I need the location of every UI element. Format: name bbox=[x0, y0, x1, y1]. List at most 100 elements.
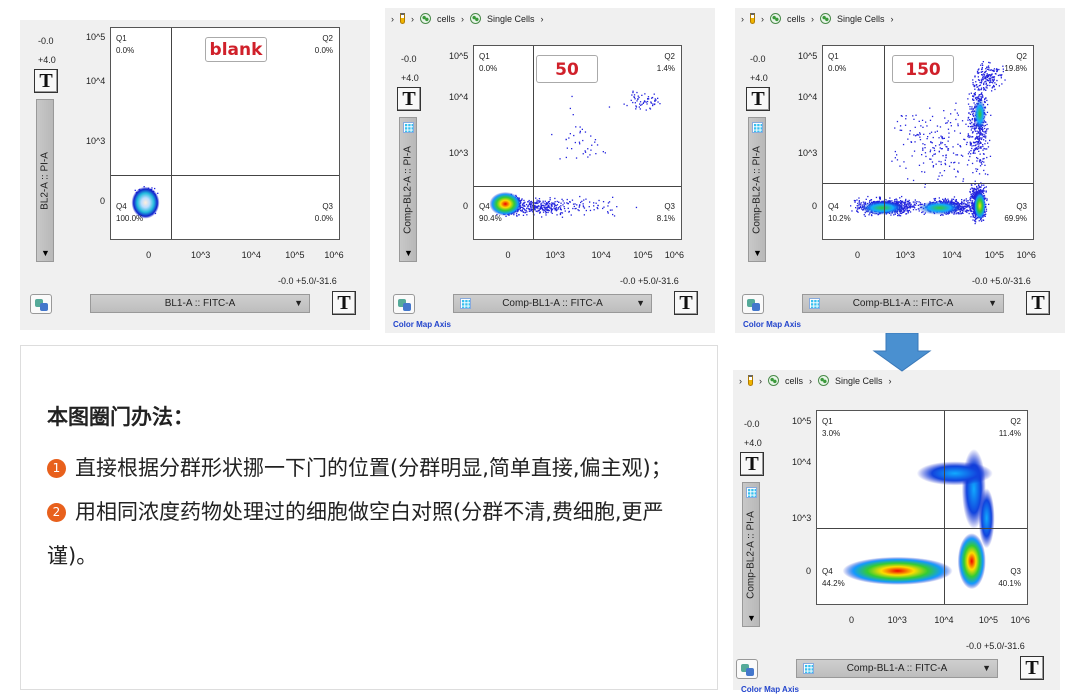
chevron-right-icon[interactable]: › bbox=[759, 375, 762, 386]
layers-icon[interactable] bbox=[742, 294, 764, 314]
chevron-right-icon[interactable]: › bbox=[809, 375, 813, 386]
density-hotspot bbox=[860, 200, 905, 215]
x-axis-transform-button[interactable]: T bbox=[332, 291, 356, 315]
event-dot bbox=[970, 143, 972, 145]
x-parameter-dropdown[interactable]: Comp-BL1-A :: FITC-A ▼ bbox=[802, 294, 1004, 313]
layers-icon[interactable] bbox=[30, 294, 52, 314]
x-axis-transform-button[interactable]: T bbox=[674, 291, 698, 315]
event-dot bbox=[530, 200, 533, 203]
event-dot bbox=[991, 69, 994, 72]
chevron-right-icon[interactable]: › bbox=[741, 13, 744, 24]
event-dot bbox=[969, 113, 972, 115]
layers-icon[interactable] bbox=[393, 294, 415, 314]
quadrant-gate-horizontal[interactable] bbox=[823, 182, 1033, 184]
event-dot bbox=[908, 206, 911, 208]
event-dot bbox=[579, 130, 581, 132]
y-parameter-dropdown[interactable]: Comp-BL2-A :: PI-A ▼ bbox=[748, 117, 766, 262]
x-parameter-dropdown[interactable]: Comp-BL1-A :: FITC-A ▼ bbox=[796, 659, 998, 678]
y-axis-transform-button[interactable]: T bbox=[34, 69, 58, 93]
breadcrumb-item[interactable]: Single Cells bbox=[487, 13, 535, 24]
tube-icon[interactable] bbox=[748, 375, 753, 386]
event-dot bbox=[981, 191, 984, 193]
event-dot bbox=[978, 95, 980, 97]
event-dot bbox=[929, 107, 931, 109]
breadcrumb-item[interactable]: cells bbox=[437, 13, 456, 24]
color-map-axis-link[interactable]: Color Map Axis bbox=[393, 320, 451, 329]
event-dot bbox=[984, 121, 986, 123]
y-axis-transform-button[interactable]: T bbox=[397, 87, 421, 111]
color-map-grid-icon[interactable] bbox=[403, 122, 414, 133]
event-dot bbox=[967, 125, 969, 128]
quadrant-gate-horizontal[interactable] bbox=[474, 186, 681, 188]
y-axis-transform-button[interactable]: T bbox=[740, 452, 764, 476]
quadrant-gate-horizontal[interactable] bbox=[111, 174, 339, 176]
quadrant-gate-vertical[interactable] bbox=[532, 46, 534, 239]
event-dot bbox=[534, 201, 536, 204]
chevron-right-icon[interactable]: › bbox=[540, 13, 544, 24]
y-parameter-dropdown[interactable]: Comp-BL2-A :: PI-A ▼ bbox=[399, 117, 417, 262]
event-dot bbox=[977, 145, 979, 148]
color-map-grid-icon[interactable] bbox=[746, 487, 757, 498]
chevron-right-icon[interactable]: › bbox=[461, 13, 465, 24]
chevron-right-icon[interactable]: › bbox=[888, 375, 892, 386]
chevron-right-icon[interactable]: › bbox=[739, 375, 742, 386]
breadcrumb-item[interactable]: Single Cells bbox=[835, 375, 883, 386]
chevron-right-icon[interactable]: › bbox=[811, 13, 815, 24]
breadcrumb-item[interactable]: Single Cells bbox=[837, 13, 885, 24]
event-dot bbox=[953, 196, 956, 198]
color-map-grid-icon[interactable] bbox=[460, 298, 471, 309]
event-dot bbox=[534, 209, 536, 211]
quadrant-gate-horizontal[interactable] bbox=[817, 528, 1027, 529]
chevron-right-icon[interactable]: › bbox=[890, 13, 894, 24]
event-dot bbox=[975, 188, 977, 191]
x-parameter-dropdown[interactable]: Comp-BL1-A :: FITC-A ▼ bbox=[453, 294, 652, 313]
event-dot bbox=[959, 211, 961, 213]
breadcrumb-item[interactable]: cells bbox=[785, 375, 804, 386]
scatter-plot[interactable]: Q1 0.0% Q2 0.0% Q4 100.0% Q3 0.0% bbox=[110, 27, 340, 240]
chevron-right-icon[interactable]: › bbox=[411, 13, 414, 24]
y-parameter-dropdown[interactable]: Comp-BL2-A :: PI-A ▼ bbox=[742, 482, 760, 627]
event-dot bbox=[966, 141, 968, 144]
event-dot bbox=[538, 198, 541, 200]
color-map-grid-icon[interactable] bbox=[752, 122, 763, 133]
event-dot bbox=[630, 99, 632, 101]
layers-icon[interactable] bbox=[736, 659, 758, 679]
color-map-axis-link[interactable]: Color Map Axis bbox=[741, 685, 799, 694]
chevron-right-icon[interactable]: › bbox=[391, 13, 394, 24]
color-map-axis-link[interactable]: Color Map Axis bbox=[743, 320, 801, 329]
event-dot bbox=[939, 172, 941, 174]
method-text: 直接根据分群形状挪一下门的位置(分群明显,简单直接,偏主观)； bbox=[75, 456, 672, 480]
color-map-grid-icon[interactable] bbox=[809, 298, 820, 309]
y-parameter-dropdown[interactable]: BL2-A :: PI-A ▼ bbox=[36, 99, 54, 262]
quadrant-gate-vertical[interactable] bbox=[944, 411, 946, 604]
event-dot bbox=[983, 77, 986, 79]
event-dot bbox=[957, 212, 960, 214]
quadrant-gate-vertical[interactable] bbox=[170, 28, 172, 239]
color-map-grid-icon[interactable] bbox=[803, 663, 814, 674]
event-dot bbox=[960, 202, 962, 205]
event-dot bbox=[974, 183, 976, 186]
event-dot bbox=[996, 69, 999, 71]
x-axis-transform-button[interactable]: T bbox=[1026, 291, 1050, 315]
event-dot bbox=[967, 103, 970, 105]
x-axis-transform-button[interactable]: T bbox=[1020, 656, 1044, 680]
event-dot bbox=[582, 203, 584, 205]
scatter-plot[interactable]: Q1 3.0% Q2 11.4% Q4 44.2% Q3 40.1% bbox=[816, 410, 1028, 605]
event-dot bbox=[977, 79, 980, 81]
quadrant-q2-stat: Q2 1.4% bbox=[657, 51, 675, 75]
event-dot bbox=[918, 134, 920, 136]
x-parameter-dropdown[interactable]: BL1-A :: FITC-A ▼ bbox=[90, 294, 310, 313]
tube-icon[interactable] bbox=[400, 13, 405, 24]
event-dot bbox=[983, 139, 985, 141]
breadcrumb-item[interactable]: cells bbox=[787, 13, 806, 24]
event-dot bbox=[994, 82, 996, 84]
event-dot bbox=[535, 210, 537, 212]
quadrant-percent: 0.0% bbox=[828, 64, 847, 73]
event-dot bbox=[929, 158, 931, 160]
y-axis-transform-button[interactable]: T bbox=[746, 87, 770, 111]
tube-icon[interactable] bbox=[750, 13, 755, 24]
event-dot bbox=[929, 149, 932, 151]
event-dot bbox=[941, 142, 944, 144]
quadrant-gate-vertical[interactable] bbox=[884, 46, 886, 239]
chevron-right-icon[interactable]: › bbox=[761, 13, 764, 24]
